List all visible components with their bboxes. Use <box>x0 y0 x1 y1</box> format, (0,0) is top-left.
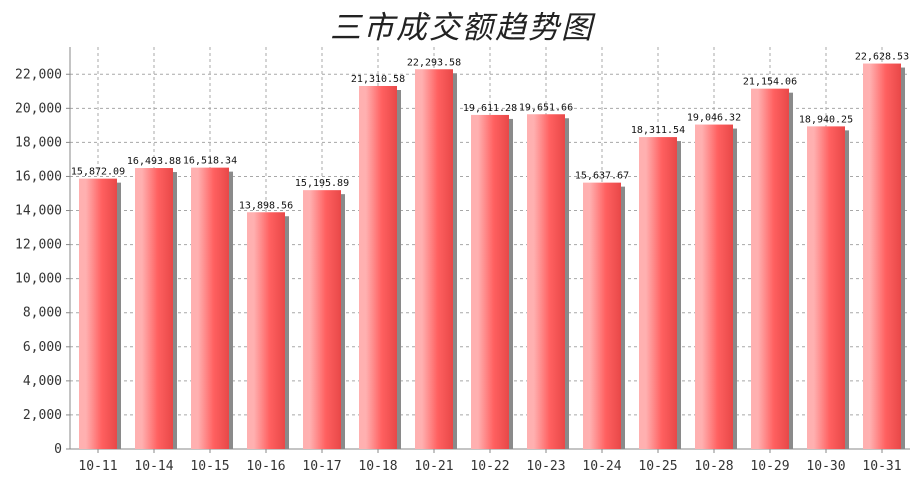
bars <box>79 63 905 450</box>
bar-10-31 <box>863 63 901 450</box>
bar-10-29 <box>751 88 789 450</box>
y-tick-label: 12,000 <box>15 238 62 253</box>
x-tick-label: 10-22 <box>470 459 509 474</box>
bar-10-24 <box>583 182 621 449</box>
y-tick-label: 20,000 <box>15 101 62 116</box>
x-tick-label: 10-25 <box>638 459 677 474</box>
chart-title: 三市成交额趋势图 <box>330 10 594 46</box>
data-label: 21,310.58 <box>351 74 405 85</box>
bar-10-14 <box>135 168 173 449</box>
y-tick-label: 8,000 <box>23 306 62 321</box>
y-tick-label: 2,000 <box>23 408 62 423</box>
x-tick-label: 10-30 <box>806 459 845 474</box>
bar-10-30 <box>807 126 845 449</box>
x-tick-label: 10-17 <box>302 459 341 474</box>
y-tick-label: 10,000 <box>15 272 62 287</box>
x-tick-label: 10-15 <box>190 459 229 474</box>
axes: 0 2,000 4,000 6,000 8,000 10,000 12,000 14,000 1… <box>15 47 910 474</box>
bar-10-18 <box>359 85 397 450</box>
x-tick-label: 10-28 <box>694 459 733 474</box>
data-label: 16,493.88 <box>127 156 181 167</box>
y-tick-label: 14,000 <box>15 204 62 219</box>
x-tick-label: 10-16 <box>246 459 285 474</box>
bar-10-28 <box>695 124 733 449</box>
y-tick-label: 22,000 <box>15 67 62 82</box>
data-label: 19,046.32 <box>687 113 741 124</box>
data-label: 16,518.34 <box>183 156 237 167</box>
x-tick-label: 10-29 <box>750 459 789 474</box>
data-label: 19,611.28 <box>463 103 517 114</box>
y-tick-label: 4,000 <box>23 374 62 389</box>
x-tick-label: 10-21 <box>414 459 453 474</box>
y-tick-label: 6,000 <box>23 340 62 355</box>
data-label: 15,195.89 <box>295 178 349 189</box>
bar-10-21 <box>415 69 453 450</box>
y-tick-label: 16,000 <box>15 169 62 184</box>
x-tick-label: 10-11 <box>78 459 117 474</box>
x-tick-label: 10-31 <box>862 459 901 474</box>
y-tick-label: 0 <box>54 442 62 457</box>
bar-10-16 <box>247 212 285 449</box>
bar-10-17 <box>303 190 341 449</box>
data-label: 15,637.67 <box>575 171 629 182</box>
data-label: 15,872.09 <box>71 167 125 178</box>
data-label: 21,154.06 <box>743 77 797 88</box>
bar-10-11 <box>79 178 117 450</box>
bar-10-23 <box>527 114 565 450</box>
x-tick-label: 10-18 <box>358 459 397 474</box>
data-label: 13,898.56 <box>239 200 293 211</box>
y-tick-label: 18,000 <box>15 135 62 150</box>
x-tick-label: 10-14 <box>134 459 173 474</box>
x-tick-label: 10-24 <box>582 459 621 474</box>
x-tick-label: 10-23 <box>526 459 565 474</box>
data-label: 22,628.53 <box>855 52 909 63</box>
data-label: 19,651.66 <box>519 102 573 113</box>
bar-10-25 <box>639 137 677 450</box>
data-label: 18,940.25 <box>799 114 853 125</box>
data-label: 22,293.58 <box>407 57 461 68</box>
bar-10-15 <box>191 167 229 449</box>
data-label: 18,311.54 <box>631 125 685 136</box>
bar-10-22 <box>471 114 509 449</box>
